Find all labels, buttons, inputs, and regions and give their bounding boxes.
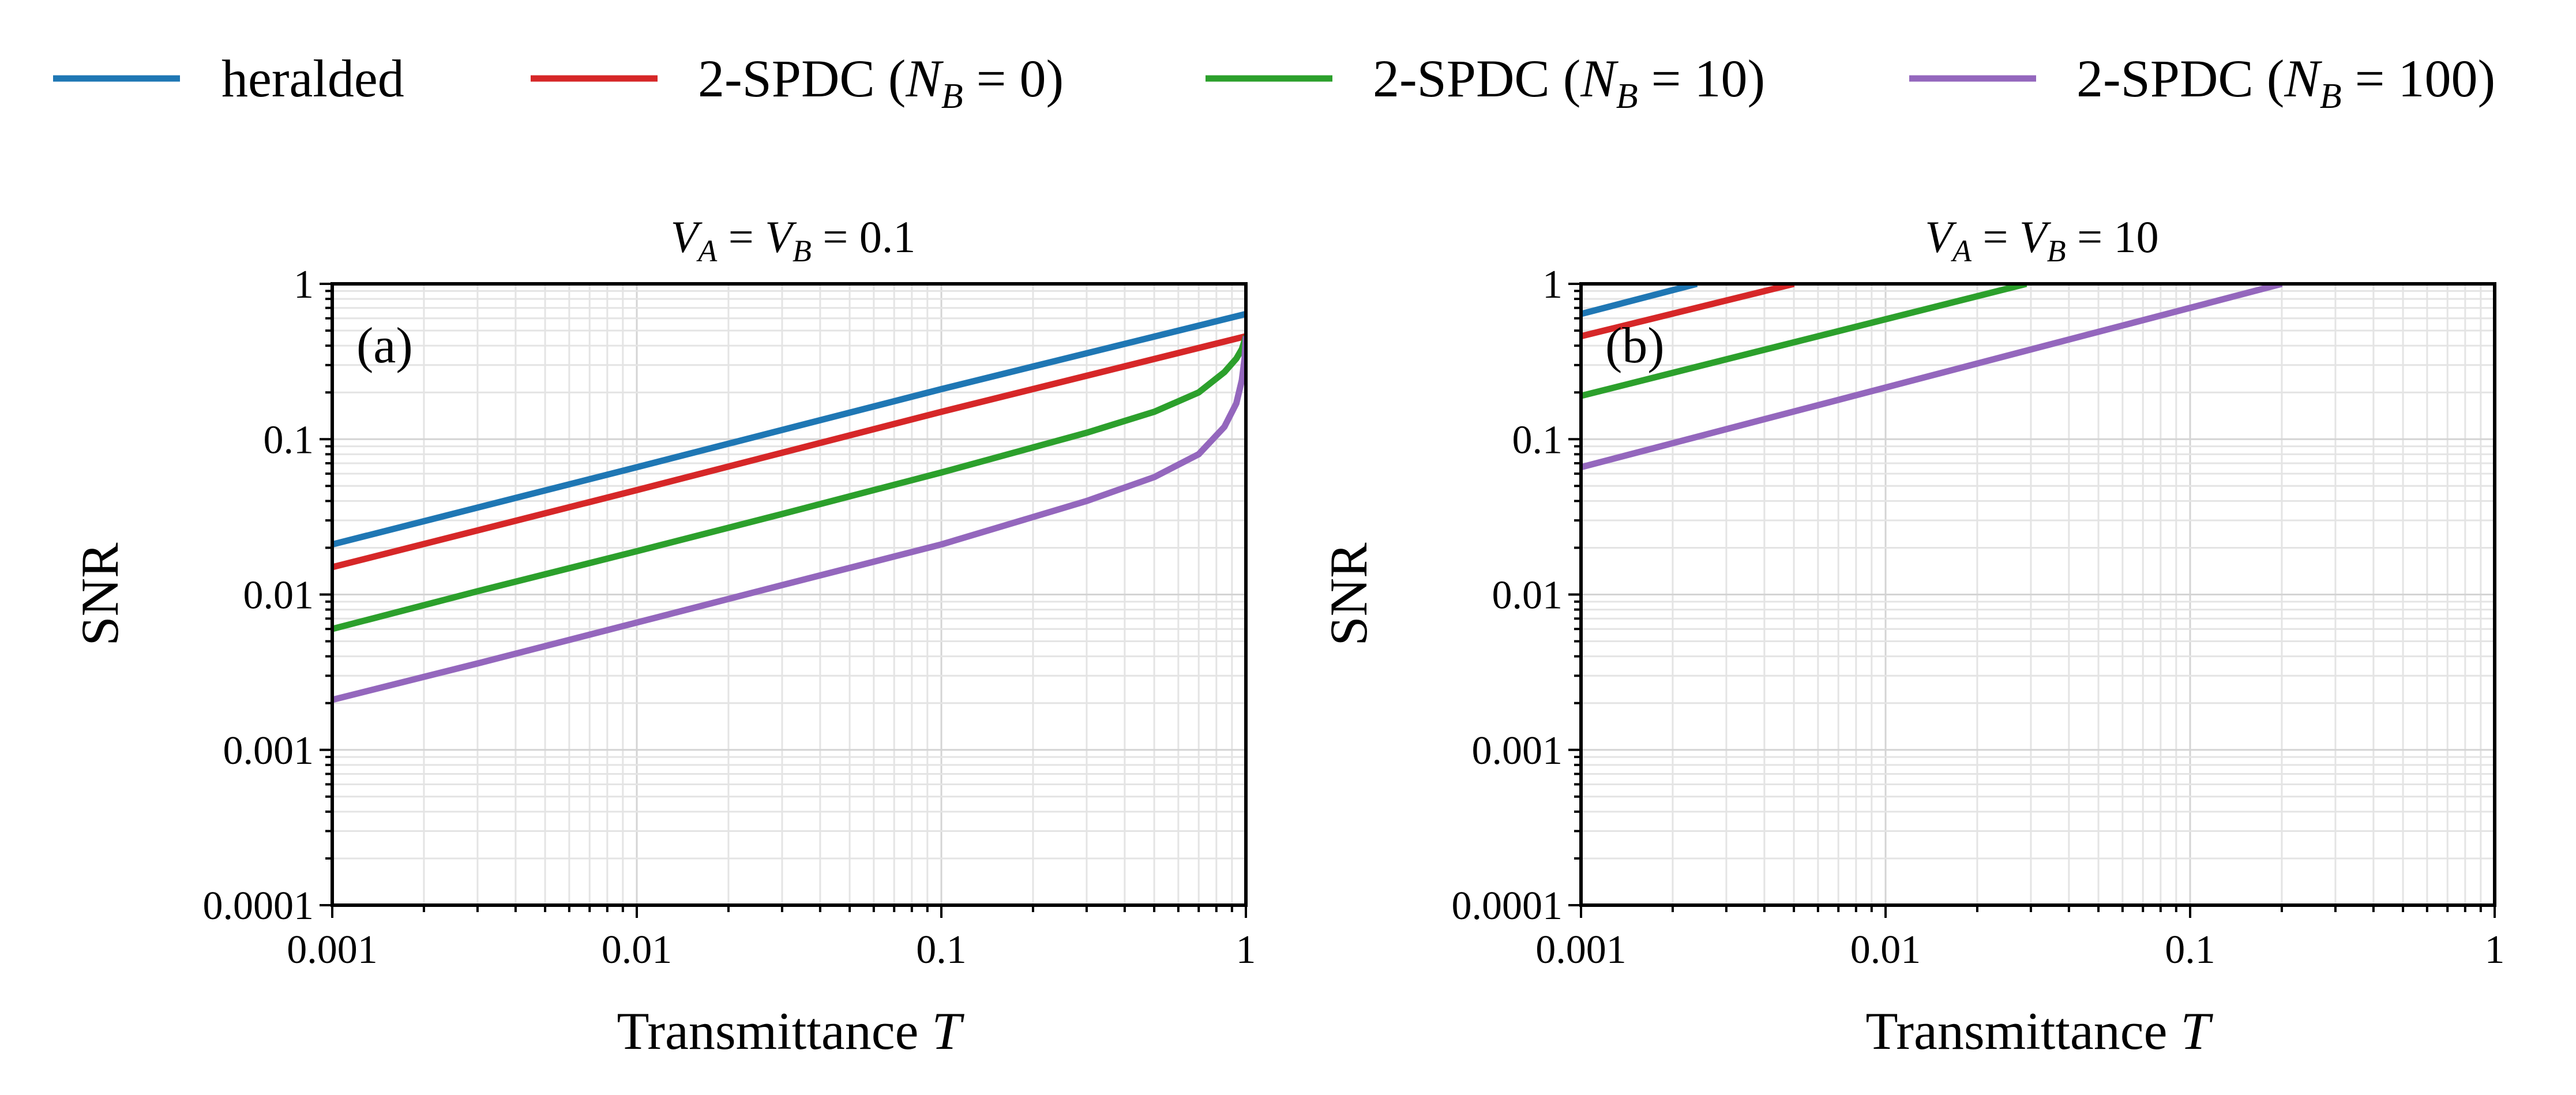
panel-a-title: VA = VB = 0.1 <box>671 212 916 268</box>
panel-b-title-eq1: = <box>1972 212 2019 262</box>
panel-b-series <box>1581 284 2283 471</box>
x-tick-label: 0.001 <box>287 928 378 972</box>
y-tick-label: 0.01 <box>243 573 314 618</box>
panel-b-xlabel-var: T <box>2180 1002 2213 1060</box>
legend-label-nb10-sub: B <box>1616 77 1638 116</box>
legend-label-nb10-suffix: = 10) <box>1638 49 1766 108</box>
y-tick-label: 0.0001 <box>203 884 314 928</box>
panel-a-xlabel-var: T <box>932 1002 964 1060</box>
x-tick-label: 0.001 <box>1535 928 1627 972</box>
panel-a-xlabel-text: Transmittance <box>617 1002 918 1060</box>
legend-label-nb100-math: N <box>2284 49 2322 108</box>
legend-label-nb100-prefix: 2-SPDC ( <box>2076 49 2284 108</box>
legend-label-nb10: 2-SPDC (NB = 10) <box>1373 49 1765 116</box>
x-tick-label: 0.1 <box>916 928 967 972</box>
legend-label-nb0-sub: B <box>941 77 963 116</box>
panel-b-title-sub-b: B <box>2047 234 2066 268</box>
panel-b-title-sub-a: A <box>1951 234 1972 268</box>
legend-item-nb0: 2-SPDC (NB = 0) <box>531 49 1064 116</box>
panel-a-title-sub-b: B <box>793 234 812 268</box>
series-line-nb100 <box>332 336 1246 703</box>
y-tick-label: 0.01 <box>1492 573 1563 618</box>
panel-a: VA = VB = 0.1 (a) 0.001 0.01 0.1 10.00010.0… <box>70 212 1256 1060</box>
panel-a-title-v2: V <box>765 212 797 262</box>
panel-b-title: VA = VB = 10 <box>1925 212 2158 268</box>
x-tick-label: 0.01 <box>1850 928 1921 972</box>
panel-a-title-eq2: = <box>812 212 859 262</box>
panel-a-frame <box>331 282 1248 907</box>
series-line-nb0 <box>332 333 1246 571</box>
legend-item-nb100: 2-SPDC (NB = 100) <box>1909 49 2495 116</box>
panel-a-ylabel: SNR <box>70 542 129 646</box>
panel-b: VA = VB = 10 (b) 0.001 0.01 0.1 10.00010.00… <box>1319 212 2505 1060</box>
panel-b-ticks <box>1568 283 2496 918</box>
x-tick-label: 0.01 <box>602 928 673 972</box>
legend-label-nb0-prefix: 2-SPDC ( <box>698 49 906 108</box>
panel-b-ylabel: SNR <box>1319 542 1378 646</box>
series-line-nb10 <box>1581 284 2027 399</box>
legend-label-nb100-sub: B <box>2320 77 2342 116</box>
y-tick-label: 0.001 <box>223 729 314 773</box>
legend-item-nb10: 2-SPDC (NB = 10) <box>1206 49 1765 116</box>
panel-b-label: (b) <box>1605 318 1665 374</box>
legend-label-nb100: 2-SPDC (NB = 100) <box>2076 49 2495 116</box>
series-line-heralded <box>332 310 1246 548</box>
series-line-nb100 <box>1581 284 2283 471</box>
x-tick-label: 1 <box>1236 928 1256 972</box>
panel-a-title-value: 0.1 <box>859 212 916 262</box>
y-tick-label: 0.1 <box>264 418 314 462</box>
y-tick-label: 0.0001 <box>1452 884 1563 928</box>
panel-b-xlabel: Transmittance T <box>1865 1002 2213 1060</box>
panel-a-xlabel: Transmittance T <box>617 1002 964 1060</box>
panel-b-xlabel-text: Transmittance <box>1865 1002 2167 1060</box>
legend-label-nb10-prefix: 2-SPDC ( <box>1373 49 1580 108</box>
panel-a-title-sub-a: A <box>696 234 718 268</box>
series-line-nb10 <box>332 335 1246 632</box>
x-tick-label: 1 <box>2485 928 2505 972</box>
panel-b-title-v2: V <box>2019 212 2052 262</box>
legend-label-nb0-suffix: = 0) <box>963 49 1064 108</box>
panel-b-grid <box>1580 283 2496 906</box>
legend-label-heralded: heralded <box>221 49 404 108</box>
y-tick-label: 1 <box>294 262 314 307</box>
y-tick-label: 0.1 <box>1512 418 1563 462</box>
series-line-nb0 <box>1581 284 1795 340</box>
legend-label-nb0: 2-SPDC (NB = 0) <box>698 49 1064 116</box>
panel-b-title-value: 10 <box>2114 212 2159 262</box>
panel-a-label: (a) <box>356 318 413 374</box>
legend-label-nb0-math: N <box>905 49 944 108</box>
series-line-heralded <box>1581 284 1698 317</box>
y-tick-label: 1 <box>1542 262 1563 307</box>
legend: heralded 2-SPDC (NB = 0) 2-SPDC (NB = 10… <box>53 49 2495 116</box>
panel-a-title-v1: V <box>671 212 703 262</box>
legend-label-nb10-math: N <box>1580 49 1619 108</box>
legend-item-heralded: heralded <box>53 49 404 108</box>
x-tick-label: 0.1 <box>2165 928 2215 972</box>
panel-a-series <box>332 310 1246 703</box>
panel-a-title-eq1: = <box>717 212 765 262</box>
legend-label-nb100-suffix: = 100) <box>2342 49 2496 108</box>
panel-b-title-eq2: = <box>2066 212 2114 262</box>
y-tick-label: 0.001 <box>1472 729 1563 773</box>
panel-b-frame <box>1579 282 2496 907</box>
panel-b-title-v1: V <box>1925 212 1957 262</box>
